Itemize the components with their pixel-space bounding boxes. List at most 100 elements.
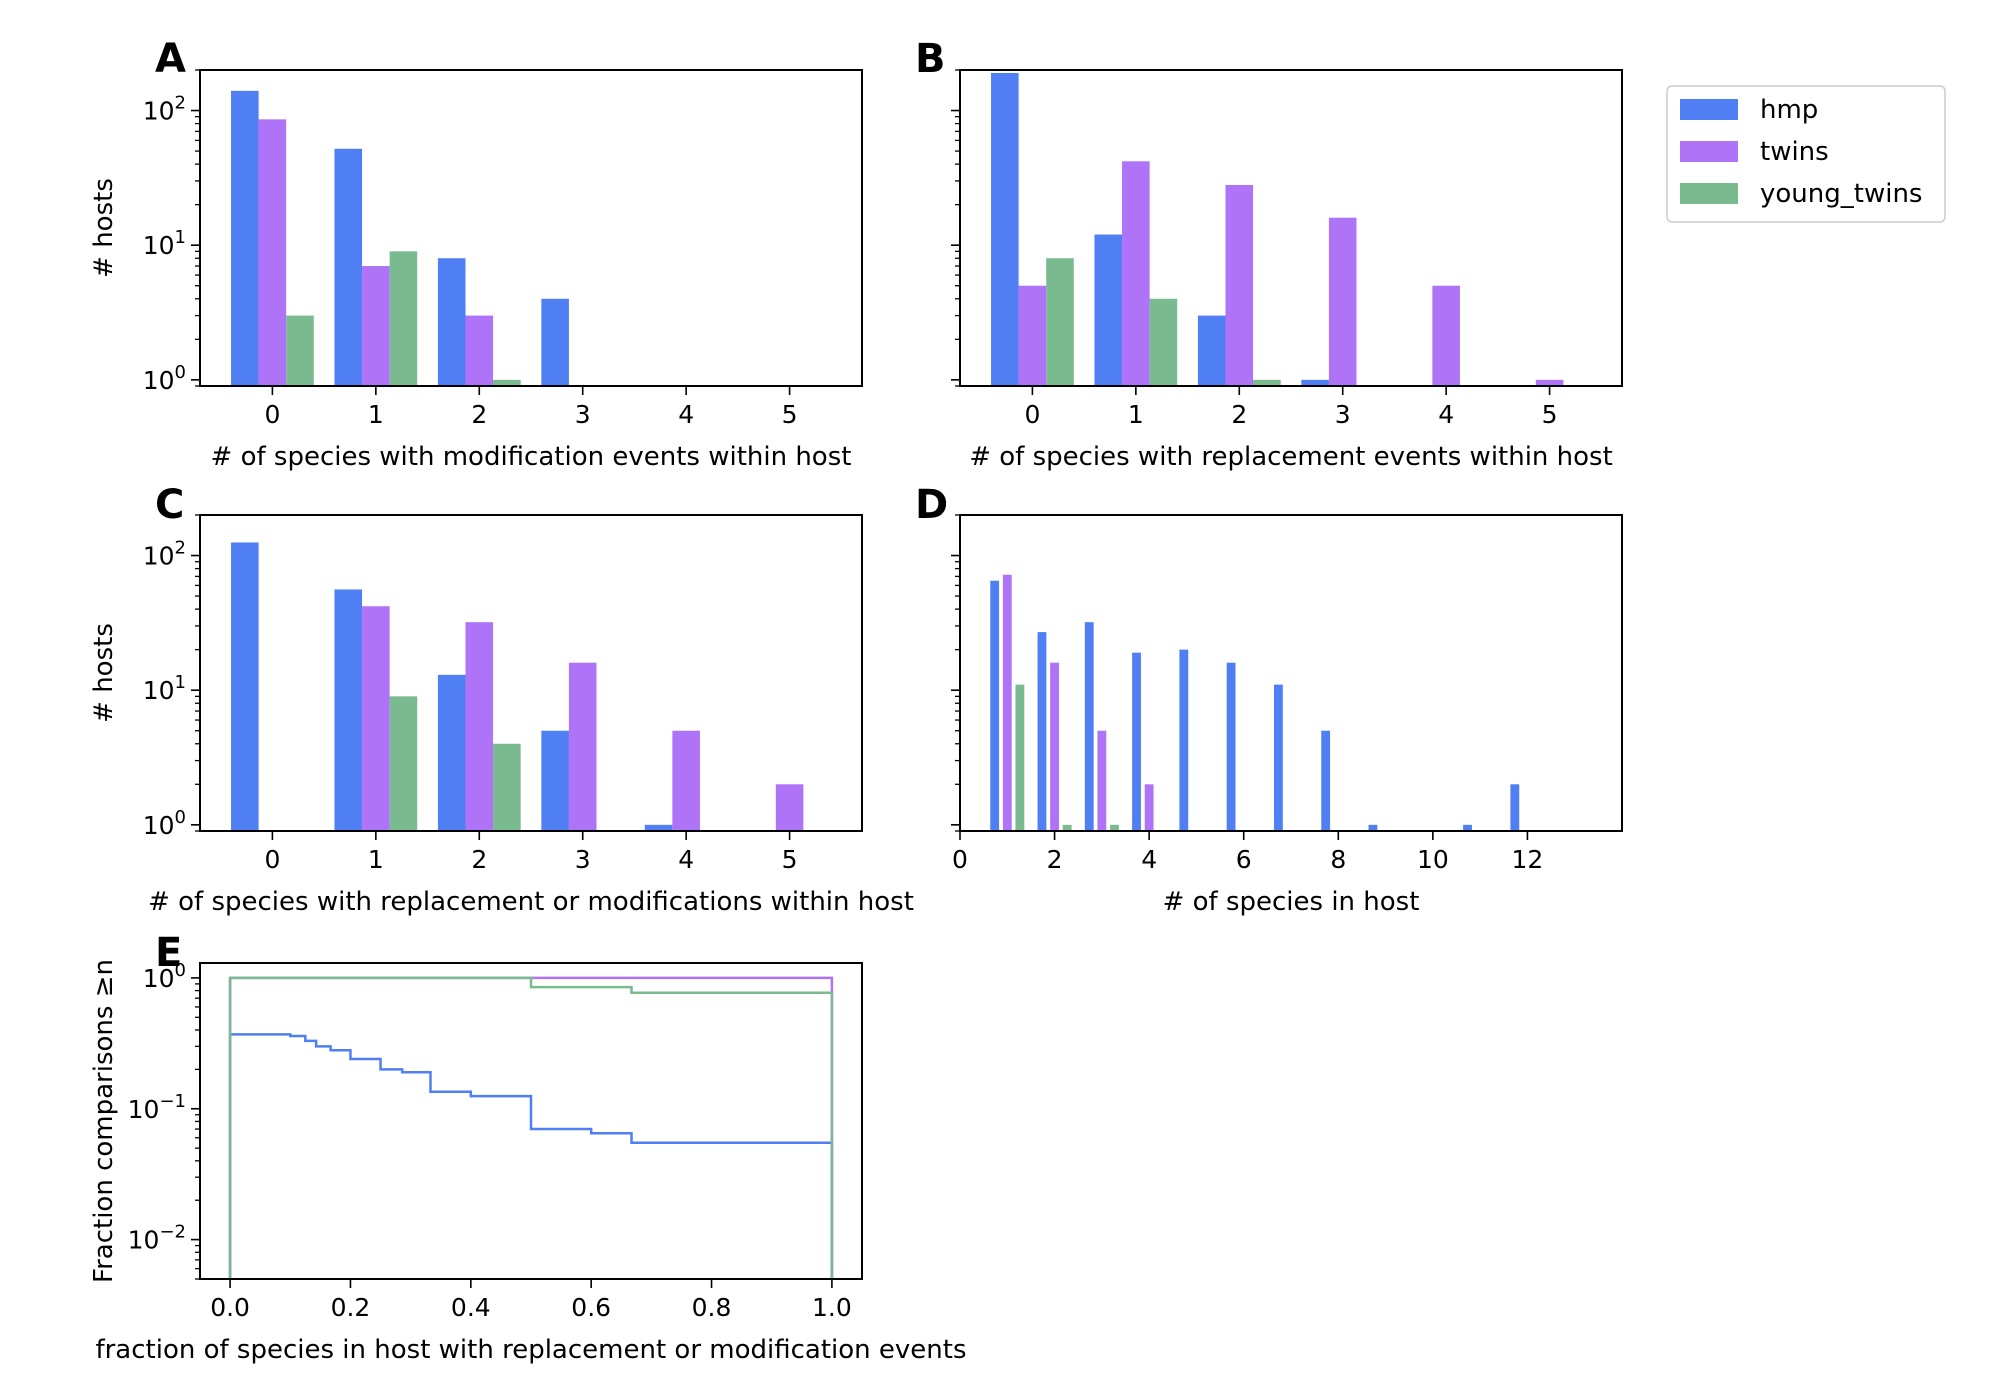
- y-axis-label: # hosts: [89, 178, 119, 278]
- bar-twins: [1328, 217, 1357, 386]
- y-tick-label: 100: [143, 807, 186, 840]
- bar-hmp: [1132, 652, 1141, 831]
- panel-d: D 0 2 4 6 8 10 12 # of species in host: [915, 482, 1623, 917]
- y-axis-label: # hosts: [89, 623, 119, 723]
- bar-young_twins: [286, 315, 314, 386]
- bar-twins: [672, 730, 700, 831]
- x-tick-label: 0: [1024, 400, 1040, 429]
- bar-young_twins: [1062, 824, 1072, 831]
- legend-swatch-hmp: [1680, 99, 1738, 120]
- panel-label: D: [915, 482, 948, 528]
- panel-label: E: [155, 930, 182, 976]
- bar-young_twins: [493, 379, 521, 386]
- bar-twins: [1050, 662, 1059, 831]
- x-tick-label: 2: [471, 845, 487, 874]
- bar-hmp: [1463, 824, 1472, 831]
- bar-twins: [258, 119, 287, 387]
- legend: hmp twins young_twins: [1666, 85, 1946, 223]
- bar-young_twins: [1253, 379, 1281, 386]
- bar-twins: [1144, 784, 1154, 831]
- x-tick-label: 12: [1512, 845, 1544, 874]
- bar-young_twins: [1015, 684, 1025, 831]
- bar-young_twins: [1110, 824, 1119, 831]
- bar-hmp: [437, 258, 466, 386]
- panel-label: B: [915, 36, 946, 82]
- y-tick-label: 10−2: [128, 1222, 186, 1255]
- bar-twins: [1018, 285, 1047, 386]
- bar-hmp: [1179, 649, 1189, 831]
- bar-hmp: [541, 730, 569, 831]
- bar-twins: [775, 784, 804, 831]
- x-tick-label: 0: [264, 400, 280, 429]
- x-tick-label: 5: [1542, 400, 1558, 429]
- bar-twins: [362, 266, 390, 386]
- bar-twins: [568, 662, 597, 831]
- step-line-hmp: [228, 1033, 834, 1279]
- bar-young_twins: [493, 743, 521, 831]
- x-tick-label: 6: [1236, 845, 1252, 874]
- x-tick-label: 10: [1417, 845, 1449, 874]
- x-tick-label: 8: [1330, 845, 1346, 874]
- x-tick-label: 2: [1231, 400, 1247, 429]
- bar-twins: [465, 315, 494, 386]
- bar-young_twins: [389, 251, 418, 386]
- bar-young_twins: [1046, 258, 1074, 386]
- legend-label-hmp: hmp: [1760, 95, 1818, 125]
- bar-hmp: [437, 674, 466, 831]
- x-axis-label: fraction of species in host with replace…: [95, 1335, 966, 1365]
- bar-hmp: [1094, 234, 1123, 386]
- bar-young_twins: [389, 696, 418, 831]
- bar-young_twins: [1149, 298, 1178, 386]
- legend-swatch-young_twins: [1680, 183, 1738, 204]
- legend-label-young_twins: young_twins: [1760, 179, 1922, 209]
- bar-hmp: [231, 90, 259, 386]
- bar-twins: [1002, 574, 1012, 831]
- bar-hmp: [990, 580, 1000, 831]
- x-tick-label: 4: [1438, 400, 1454, 429]
- x-tick-label: 0: [952, 845, 968, 874]
- panel-a: A 100 101 102 0 1 2 3 4 5 # of species with modifi…: [89, 36, 863, 472]
- x-tick-label: 0: [264, 845, 280, 874]
- x-tick-label: 1.0: [812, 1293, 852, 1322]
- x-tick-label: 0.6: [571, 1293, 611, 1322]
- x-tick-label: 5: [782, 400, 798, 429]
- x-tick-label: 0.2: [331, 1293, 371, 1322]
- x-tick-label: 3: [1335, 400, 1351, 429]
- bar-hmp: [1301, 379, 1329, 386]
- y-tick-label: 101: [143, 672, 186, 705]
- bar-twins: [362, 606, 390, 831]
- y-tick-label: 101: [143, 227, 186, 260]
- bar-hmp: [991, 72, 1019, 386]
- bar-twins: [1122, 161, 1150, 386]
- x-axis-label: # of species in host: [1163, 887, 1420, 917]
- x-tick-label: 0.4: [451, 1293, 491, 1322]
- x-tick-label: 1: [1128, 400, 1144, 429]
- bar-hmp: [1197, 315, 1226, 386]
- y-tick-label: 102: [143, 538, 186, 571]
- axes-frame: [199, 514, 863, 832]
- bar-hmp: [1037, 632, 1047, 831]
- step-line-young_twins: [228, 976, 834, 1279]
- bar-hmp: [334, 148, 363, 386]
- x-tick-label: 4: [678, 845, 694, 874]
- axes-frame: [959, 69, 1623, 387]
- bar-hmp: [541, 298, 569, 386]
- bar-hmp: [1510, 784, 1520, 831]
- bar-hmp: [334, 589, 363, 831]
- y-tick-label: 100: [143, 362, 186, 395]
- bar-hmp: [1226, 662, 1236, 831]
- x-axis-label: # of species with replacement or modific…: [148, 887, 914, 917]
- bar-hmp: [1084, 622, 1094, 831]
- x-tick-label: 4: [678, 400, 694, 429]
- bar-hmp: [1273, 684, 1283, 831]
- x-tick-label: 1: [368, 845, 384, 874]
- axes-frame: [959, 514, 1623, 832]
- x-tick-label: 3: [575, 400, 591, 429]
- bar-hmp: [1368, 824, 1378, 831]
- bar-twins: [1097, 730, 1107, 831]
- bar-hmp: [644, 824, 673, 831]
- x-tick-label: 2: [471, 400, 487, 429]
- panel-b: B 0 1 2 3 4 5 # of species with replacement eve…: [915, 36, 1623, 472]
- panel-label: C: [155, 482, 184, 528]
